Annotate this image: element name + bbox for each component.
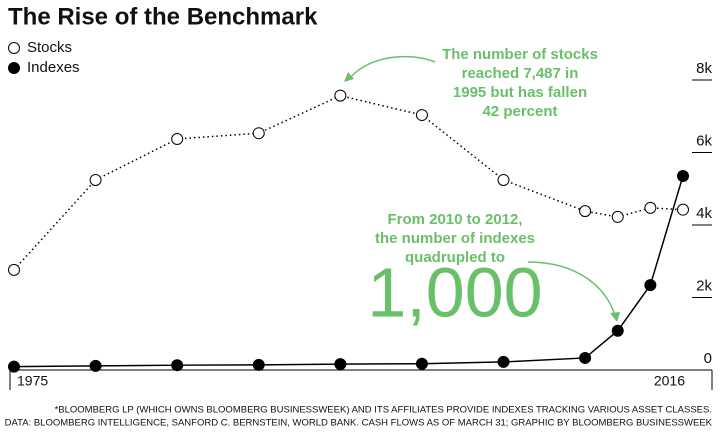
arrow (349, 55, 436, 79)
data-point (579, 351, 592, 364)
series-line (13, 175, 684, 368)
legend-label: Stocks (27, 39, 72, 56)
y-tick-label: 8k (696, 60, 712, 77)
data-point (579, 205, 592, 218)
data-point (415, 357, 428, 370)
data-point (497, 173, 510, 186)
y-tick-label: 4k (696, 205, 712, 222)
data-point (497, 355, 510, 368)
y-tick-label: 0 (704, 350, 712, 367)
annotation: 1,000 (367, 253, 542, 331)
series-line (13, 94, 684, 271)
footnote: *BLOOMBERG LP (WHICH OWNS BLOOMBERG BUSI… (55, 405, 712, 416)
footnote: DATA: BLOOMBERG INTELLIGENCE, SANFORD C.… (5, 418, 713, 429)
data-point (644, 201, 657, 214)
legend-marker (8, 62, 20, 74)
data-point (89, 173, 102, 186)
data-point (677, 203, 689, 216)
data-point (334, 89, 347, 102)
data-point (611, 210, 624, 223)
data-point (252, 358, 265, 371)
annotation: 42 percent (482, 103, 557, 120)
data-point (415, 109, 428, 122)
annotation: From 2010 to 2012, (387, 211, 522, 228)
annotation: The number of stocks (442, 46, 598, 63)
y-tick-label: 6k (696, 132, 712, 149)
data-point (252, 127, 265, 140)
data-point (8, 360, 20, 373)
arrow-head (344, 72, 354, 82)
x-tick-label: 1975 (17, 373, 48, 389)
y-tick-label: 2k (696, 277, 712, 294)
annotation: quadrupled to (405, 249, 505, 266)
data-point (89, 359, 102, 372)
data-point (677, 169, 689, 182)
data-point (171, 359, 184, 372)
annotation: the number of indexes (375, 230, 535, 247)
legend-label: Indexes (27, 59, 80, 76)
data-point (644, 279, 657, 292)
arrow (527, 261, 616, 316)
chart-title: The Rise of the Benchmark (8, 3, 318, 30)
data-point (611, 324, 624, 337)
x-tick-label: 2016 (654, 373, 685, 389)
data-point (8, 263, 20, 276)
data-point (334, 358, 347, 371)
arrow-head (610, 312, 620, 322)
legend-marker (8, 42, 20, 54)
annotation: 1995 but has fallen (453, 84, 587, 101)
data-point (171, 132, 184, 145)
annotation: reached 7,487 in (462, 65, 579, 82)
